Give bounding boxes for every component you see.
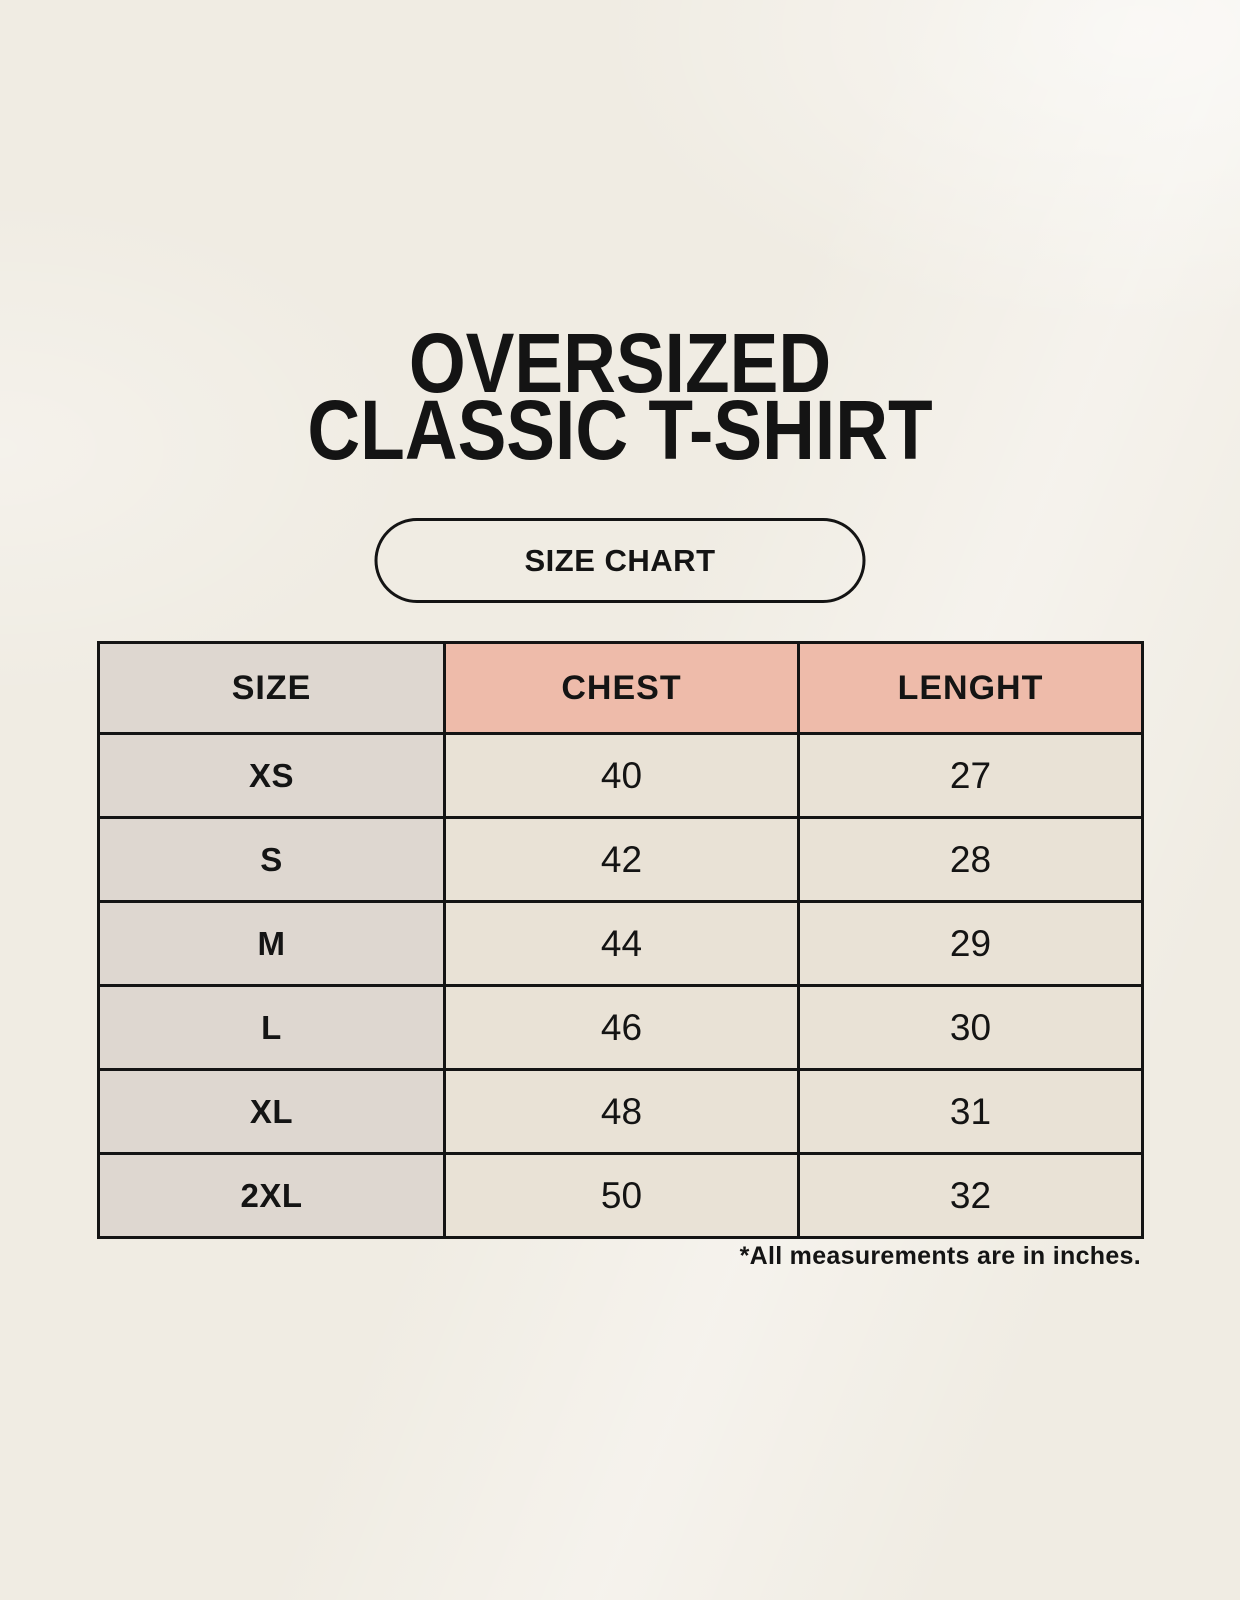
measurements-footnote: *All measurements are in inches. [739, 1242, 1141, 1270]
chest-value: 42 [443, 816, 800, 903]
page-title: OVERSIZED CLASSIC T-SHIRT [81, 316, 1160, 477]
size-chart-badge: SIZE CHART [374, 518, 866, 603]
size-label: XS [97, 732, 446, 819]
table-row-m: M 44 29 [97, 900, 1144, 987]
size-table-header-row: SIZE CHEST LENGHT [97, 641, 1144, 735]
length-value: 27 [797, 732, 1144, 819]
chest-value: 44 [443, 900, 800, 987]
page-title-line-1: OVERSIZED [408, 316, 832, 410]
chest-value: 40 [443, 732, 800, 819]
table-row-s: S 42 28 [97, 816, 1144, 903]
column-header-length: LENGHT [797, 641, 1144, 735]
chest-value: 48 [443, 1068, 800, 1155]
table-row-2xl: 2XL 50 32 [97, 1152, 1144, 1239]
chest-value: 46 [443, 984, 800, 1071]
length-value: 28 [797, 816, 1144, 903]
size-label: XL [97, 1068, 446, 1155]
page-title-line-2: CLASSIC T-SHIRT [307, 383, 933, 477]
size-label: M [97, 900, 446, 987]
length-value: 32 [797, 1152, 1144, 1239]
table-row-xs: XS 40 27 [97, 732, 1144, 819]
length-value: 29 [797, 900, 1144, 987]
column-header-chest: CHEST [443, 641, 800, 735]
size-label: S [97, 816, 446, 903]
length-value: 30 [797, 984, 1144, 1071]
chest-value: 50 [443, 1152, 800, 1239]
column-header-size: SIZE [97, 641, 446, 735]
table-row-xl: XL 48 31 [97, 1068, 1144, 1155]
size-label: 2XL [97, 1152, 446, 1239]
table-row-l: L 46 30 [97, 984, 1144, 1071]
size-table: SIZE CHEST LENGHT XS 40 27 S 42 28 M 44 … [97, 641, 1144, 1239]
size-chart-badge-label: SIZE CHART [524, 542, 716, 578]
size-label: L [97, 984, 446, 1071]
length-value: 31 [797, 1068, 1144, 1155]
